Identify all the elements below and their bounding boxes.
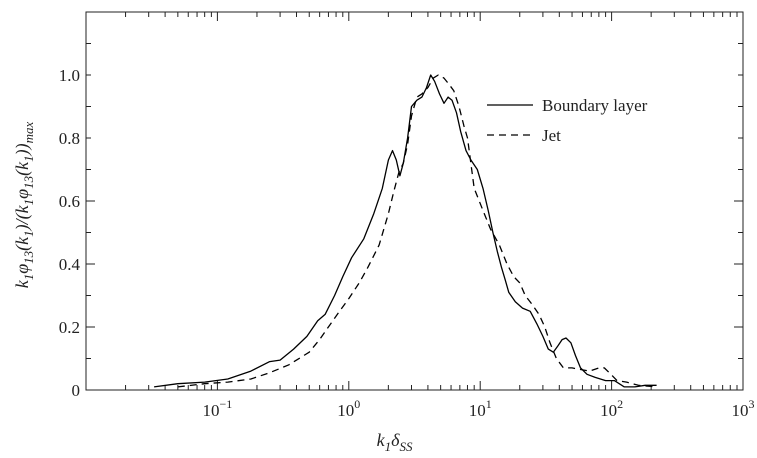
x-tick-label: 102: [600, 397, 623, 420]
legend-label-jet: Jet: [542, 126, 561, 145]
x-tick-label: 100: [337, 397, 360, 420]
y-tick-label: 0: [72, 381, 81, 400]
y-tick-label: 0.4: [59, 255, 81, 274]
x-tick-label: 103: [732, 397, 755, 420]
axis-ticks: [86, 11, 744, 391]
tick-labels: 0 0.2 0.4 0.6 0.8 1.0 10−1 100 101 102 103: [59, 66, 755, 420]
legend: Boundary layer Jet: [487, 96, 648, 145]
legend-label-boundary-layer: Boundary layer: [542, 96, 648, 115]
series-lines: [154, 74, 657, 388]
x-tick-label: 10−1: [203, 397, 233, 420]
plot-frame: [85, 11, 744, 391]
y-tick-label: 1.0: [59, 66, 80, 85]
series-line-boundary-layer: [154, 74, 657, 388]
y-axis-title: k1φ13(k1)/(k1φ13(k1))max: [12, 122, 36, 289]
x-tick-label: 101: [469, 397, 492, 420]
x-axis-title: k1δSS: [377, 430, 413, 454]
series-line-jet: [177, 74, 657, 388]
y-tick-label: 0.2: [59, 318, 80, 337]
y-tick-label: 0.8: [59, 129, 80, 148]
y-tick-label: 0.6: [59, 192, 80, 211]
